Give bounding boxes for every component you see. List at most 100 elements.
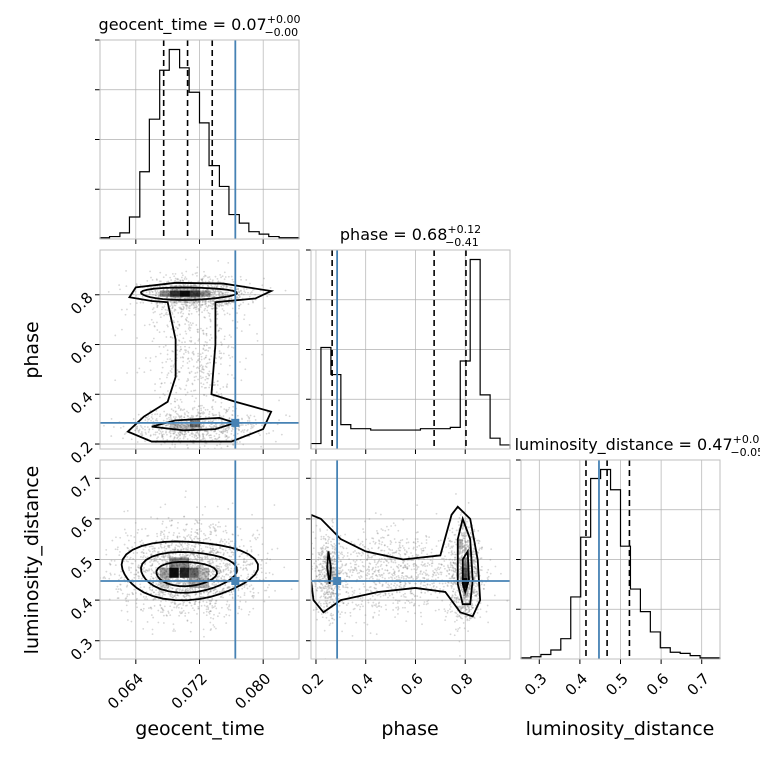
sample-point bbox=[181, 356, 184, 358]
sample-point bbox=[185, 349, 188, 352]
sample-point bbox=[169, 336, 172, 338]
sample-point bbox=[448, 558, 451, 561]
sample-point bbox=[242, 431, 245, 434]
sample-point bbox=[212, 303, 215, 305]
sample-point bbox=[211, 568, 214, 571]
sample-point bbox=[159, 534, 162, 537]
sample-point bbox=[330, 612, 333, 615]
sample-point bbox=[159, 293, 162, 296]
sample-point bbox=[451, 567, 454, 569]
sample-point bbox=[186, 535, 189, 538]
sample-point bbox=[246, 414, 249, 417]
sample-point bbox=[464, 560, 466, 563]
sample-point bbox=[210, 302, 212, 305]
sample-point bbox=[163, 549, 166, 552]
sample-point bbox=[225, 567, 228, 570]
sample-point bbox=[322, 608, 325, 611]
sample-point bbox=[219, 303, 222, 306]
sample-point bbox=[173, 426, 176, 429]
sample-point bbox=[171, 539, 174, 542]
sample-point bbox=[75, 583, 77, 585]
sample-point bbox=[451, 595, 454, 597]
sample-point bbox=[145, 416, 147, 419]
sample-point bbox=[200, 382, 202, 385]
sample-point bbox=[161, 306, 164, 309]
sample-point bbox=[157, 572, 160, 575]
sample-point bbox=[185, 270, 188, 273]
sample-point bbox=[160, 585, 163, 588]
sample-point bbox=[201, 569, 204, 571]
sample-point bbox=[175, 597, 177, 599]
sample-point bbox=[200, 427, 203, 430]
sample-point bbox=[197, 405, 200, 408]
sample-point bbox=[215, 607, 218, 610]
sample-point bbox=[332, 614, 335, 616]
sample-point bbox=[197, 550, 199, 552]
sample-point bbox=[219, 570, 222, 573]
sample-point bbox=[191, 358, 194, 361]
sample-point bbox=[218, 352, 221, 355]
sample-point bbox=[177, 378, 180, 381]
sample-point bbox=[216, 285, 219, 288]
sample-point bbox=[331, 551, 334, 554]
sample-point bbox=[319, 596, 322, 599]
sample-point bbox=[461, 606, 464, 609]
sample-point bbox=[230, 275, 233, 278]
sample-point bbox=[165, 424, 168, 427]
sample-point bbox=[345, 604, 348, 606]
sample-point bbox=[128, 567, 130, 570]
sample-point bbox=[449, 611, 452, 613]
sample-point bbox=[150, 606, 152, 609]
sample-point bbox=[246, 550, 248, 553]
sample-point bbox=[220, 431, 222, 433]
sample-point bbox=[204, 303, 206, 306]
sample-point bbox=[202, 411, 205, 413]
sample-point bbox=[467, 501, 470, 504]
sample-point bbox=[126, 584, 129, 587]
sample-point bbox=[216, 551, 219, 554]
sample-point bbox=[187, 352, 190, 354]
sample-point bbox=[459, 552, 461, 555]
sample-point bbox=[212, 289, 215, 292]
sample-point bbox=[285, 414, 287, 417]
sample-point bbox=[208, 312, 211, 315]
sample-point bbox=[326, 582, 329, 585]
sample-point bbox=[125, 432, 127, 434]
sample-point bbox=[229, 572, 232, 574]
sample-point bbox=[166, 567, 169, 570]
sample-point bbox=[163, 569, 166, 572]
sample-point bbox=[174, 285, 177, 287]
sample-point bbox=[268, 432, 270, 435]
sample-point bbox=[276, 423, 279, 426]
sample-point bbox=[217, 260, 220, 262]
sample-point bbox=[191, 351, 194, 354]
sample-point bbox=[159, 544, 162, 546]
sample-point bbox=[331, 573, 334, 576]
sample-point bbox=[181, 274, 184, 277]
sample-point bbox=[127, 539, 130, 542]
sample-point bbox=[205, 354, 208, 357]
sample-point bbox=[170, 368, 173, 370]
sample-point bbox=[247, 613, 250, 616]
sample-point bbox=[153, 559, 156, 562]
sample-point bbox=[191, 302, 194, 305]
sample-point bbox=[247, 563, 249, 566]
sample-point bbox=[194, 284, 197, 287]
sample-point bbox=[329, 592, 332, 595]
sample-point bbox=[150, 416, 153, 418]
sample-point bbox=[180, 544, 183, 547]
sample-point bbox=[224, 525, 227, 528]
sample-point bbox=[205, 386, 207, 389]
sample-point bbox=[166, 578, 169, 581]
sample-point bbox=[208, 358, 211, 361]
sample-point bbox=[197, 328, 199, 331]
sample-point bbox=[320, 548, 323, 551]
sample-point bbox=[197, 537, 200, 540]
sample-point bbox=[215, 627, 217, 630]
sample-point bbox=[189, 630, 192, 633]
sample-point bbox=[205, 575, 208, 578]
sample-point bbox=[175, 589, 178, 592]
sample-point bbox=[171, 306, 174, 309]
sample-point bbox=[261, 353, 263, 356]
sample-point bbox=[189, 597, 192, 600]
